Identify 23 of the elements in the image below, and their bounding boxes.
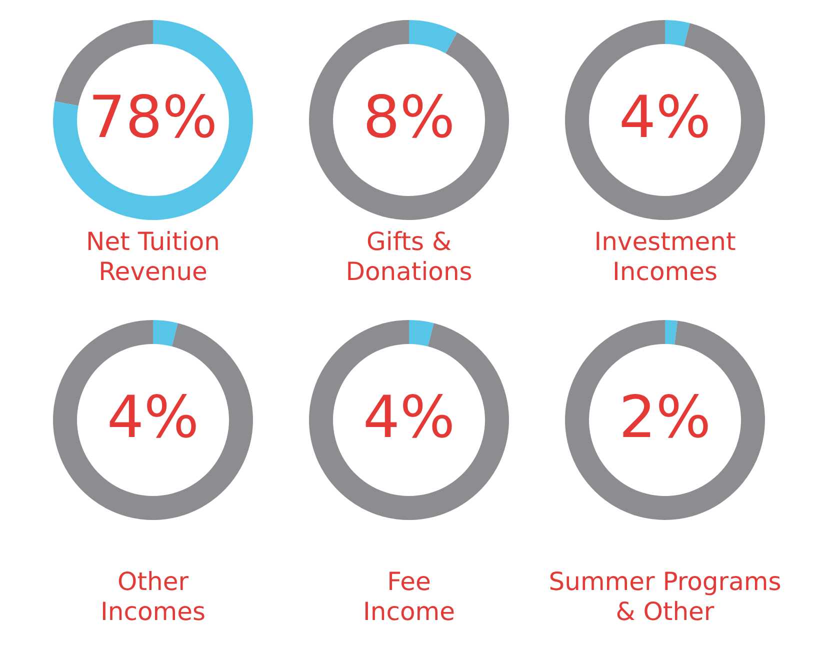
donut-slice bbox=[409, 320, 434, 346]
text: Gifts & Donations bbox=[346, 227, 472, 286]
text: Investment Incomes bbox=[594, 227, 736, 286]
data-label: 78% bbox=[88, 83, 218, 151]
text: Summer Programs & Other bbox=[548, 567, 782, 626]
data-label: 2% bbox=[618, 383, 712, 451]
donut-slice bbox=[565, 320, 765, 520]
donut-slice bbox=[409, 20, 458, 54]
donut-slice bbox=[665, 20, 690, 46]
donut-slice bbox=[53, 320, 253, 520]
text: Net Tuition Revenue bbox=[86, 227, 220, 286]
data-label: 8% bbox=[362, 83, 456, 151]
text: Fee Income bbox=[363, 567, 455, 626]
data-label: 4% bbox=[618, 83, 712, 151]
donut-slice bbox=[309, 320, 509, 520]
data-label: 4% bbox=[362, 383, 456, 451]
data-label: 4% bbox=[106, 383, 200, 451]
donut-slice bbox=[153, 320, 178, 346]
donut-slice bbox=[309, 20, 509, 220]
text: Other Incomes bbox=[100, 567, 206, 626]
donut-slice bbox=[565, 20, 765, 220]
donut-slice bbox=[53, 20, 253, 220]
donut-slice bbox=[665, 320, 678, 345]
